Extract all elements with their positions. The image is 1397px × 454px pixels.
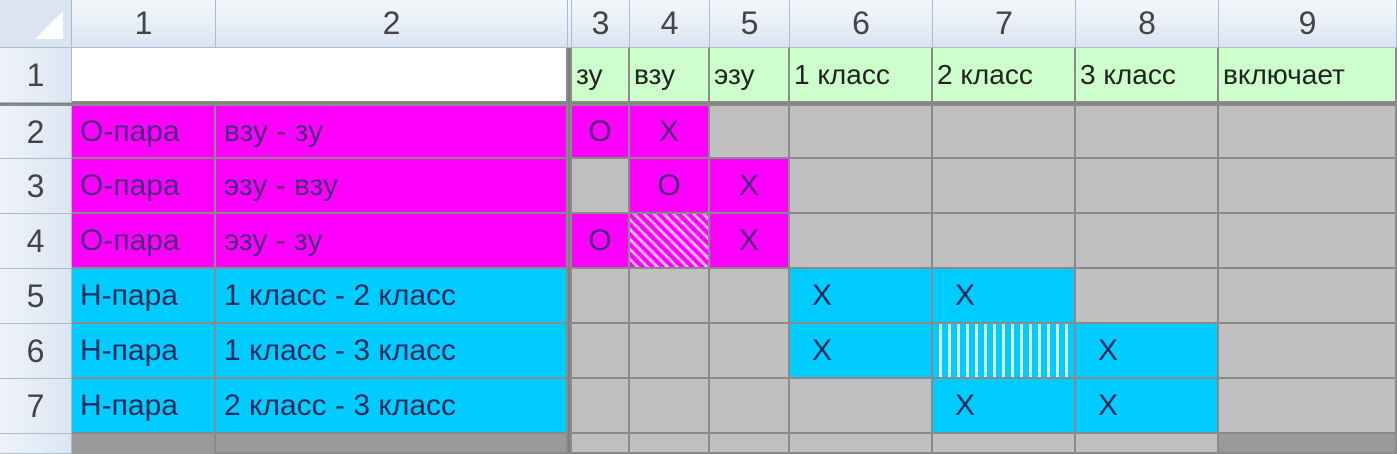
column-label[interactable]: 2 класс [933, 48, 1076, 103]
cell[interactable] [790, 434, 933, 454]
row-header[interactable]: 3 [0, 159, 72, 214]
column-header[interactable]: 5 [710, 0, 790, 48]
pair-name-cell[interactable]: эзу - зу [216, 214, 568, 269]
cell[interactable] [1219, 379, 1397, 434]
column-header[interactable]: 9 [1219, 0, 1397, 48]
cell[interactable] [630, 434, 710, 454]
cell[interactable] [1076, 434, 1219, 454]
cell[interactable] [630, 324, 710, 379]
cell[interactable] [572, 159, 630, 214]
cell[interactable] [933, 214, 1076, 269]
cell[interactable] [933, 434, 1076, 454]
mark-cell[interactable]: Х [710, 214, 790, 269]
pair-type-cell[interactable]: О-пара [72, 159, 216, 214]
cell[interactable] [1219, 106, 1397, 159]
column-label[interactable]: 1 класс [790, 48, 933, 103]
frozen-divider-horizontal [710, 103, 790, 106]
cell[interactable] [1219, 159, 1397, 214]
frozen-divider-horizontal [1219, 103, 1397, 106]
mark-cell[interactable]: О [630, 159, 710, 214]
cell[interactable] [572, 324, 630, 379]
cell[interactable] [216, 434, 568, 454]
pair-type-cell[interactable]: О-пара [72, 214, 216, 269]
hatched-cell[interactable] [630, 214, 710, 269]
cell[interactable] [1219, 214, 1397, 269]
pair-type-cell[interactable]: Н-пара [72, 324, 216, 379]
column-separator [568, 0, 572, 48]
cell[interactable] [572, 379, 630, 434]
frozen-divider-horizontal [1076, 103, 1219, 106]
column-label[interactable]: взу [630, 48, 710, 103]
row-header[interactable]: 4 [0, 214, 72, 269]
mark-cell[interactable]: Х [933, 269, 1076, 324]
cell[interactable] [790, 106, 933, 159]
column-label[interactable]: включает [1219, 48, 1397, 103]
column-header[interactable]: 2 [216, 0, 568, 48]
cell[interactable] [572, 269, 630, 324]
mark-cell[interactable]: О [572, 106, 630, 159]
cell[interactable] [1219, 434, 1397, 454]
cell[interactable] [933, 159, 1076, 214]
cell[interactable] [1076, 214, 1219, 269]
cell-empty[interactable] [72, 48, 568, 103]
mark-cell[interactable]: Х [1076, 324, 1219, 379]
column-label[interactable]: зу [572, 48, 630, 103]
column-header[interactable]: 7 [933, 0, 1076, 48]
mark-cell[interactable]: Х [1076, 379, 1219, 434]
column-header[interactable]: 4 [630, 0, 710, 48]
column-header[interactable]: 3 [572, 0, 630, 48]
column-header[interactable]: 1 [72, 0, 216, 48]
column-header[interactable]: 8 [1076, 0, 1219, 48]
frozen-divider-horizontal [933, 103, 1076, 106]
pair-type-cell[interactable]: О-пара [72, 106, 216, 159]
cell[interactable] [790, 159, 933, 214]
cell[interactable] [72, 434, 216, 454]
column-label[interactable]: эзу [710, 48, 790, 103]
row-header[interactable]: 1 [0, 48, 72, 103]
row-header[interactable]: 6 [0, 324, 72, 379]
frozen-divider-horizontal [572, 103, 630, 106]
column-label[interactable]: 3 класс [1076, 48, 1219, 103]
pair-name-cell[interactable]: 2 класс - 3 класс [216, 379, 568, 434]
column-header[interactable]: 6 [790, 0, 933, 48]
cell[interactable] [1219, 269, 1397, 324]
cell[interactable] [710, 324, 790, 379]
row-header[interactable]: 5 [0, 269, 72, 324]
row-header[interactable] [0, 434, 72, 454]
pair-name-cell[interactable]: 1 класс - 3 класс [216, 324, 568, 379]
mark-cell[interactable]: Х [790, 269, 933, 324]
mark-cell[interactable]: Х [790, 324, 933, 379]
cell[interactable] [630, 379, 710, 434]
mark-cell[interactable]: Х [933, 379, 1076, 434]
mark-cell[interactable]: О [572, 214, 630, 269]
cell[interactable] [1076, 269, 1219, 324]
cell[interactable] [933, 106, 1076, 159]
cell[interactable] [572, 434, 630, 454]
cell[interactable] [710, 434, 790, 454]
select-all-button[interactable] [0, 0, 72, 48]
mark-cell[interactable]: Х [630, 106, 710, 159]
cell[interactable] [1076, 159, 1219, 214]
cell[interactable] [1076, 106, 1219, 159]
cell[interactable] [630, 269, 710, 324]
frozen-divider-horizontal [630, 103, 710, 106]
cell[interactable] [790, 379, 933, 434]
pair-type-cell[interactable]: Н-пара [72, 269, 216, 324]
pair-name-cell[interactable]: эзу - взу [216, 159, 568, 214]
row-header[interactable]: 2 [0, 106, 72, 159]
cell[interactable] [1219, 324, 1397, 379]
mark-cell[interactable]: Х [710, 159, 790, 214]
cell[interactable] [710, 269, 790, 324]
cell[interactable] [790, 214, 933, 269]
frozen-divider-horizontal [790, 103, 933, 106]
pair-name-cell[interactable]: 1 класс - 2 класс [216, 269, 568, 324]
cell[interactable] [710, 379, 790, 434]
row-header[interactable]: 7 [0, 379, 72, 434]
pair-type-cell[interactable]: Н-пара [72, 379, 216, 434]
pair-name-cell[interactable]: взу - зу [216, 106, 568, 159]
hatched-cell[interactable] [933, 324, 1076, 379]
frozen-divider-horizontal [0, 103, 568, 106]
cell[interactable] [710, 106, 790, 159]
